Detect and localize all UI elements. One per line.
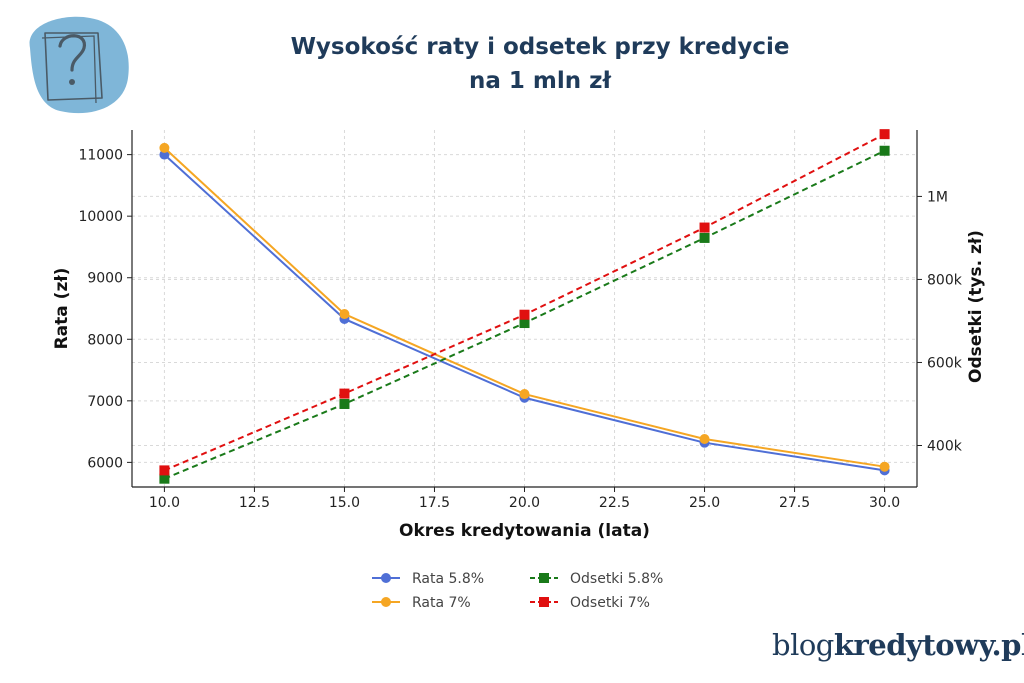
- series-3-point-0: [159, 465, 170, 476]
- series-2-point-3: [699, 232, 710, 243]
- x-axis-label: Okres kredytowania (lata): [399, 521, 650, 541]
- legend-marker-2: [539, 573, 549, 583]
- x-tick-label-5: 22.5: [599, 495, 630, 511]
- y2-tick-label-1: 600k: [927, 355, 963, 371]
- y2-tick-label-0: 400k: [927, 438, 963, 454]
- series-1-point-1: [339, 309, 350, 320]
- y2-tick-label-2: 800k: [927, 272, 963, 288]
- x-tick-label-1: 12.5: [239, 495, 270, 511]
- title-line-2: na 1 mln zł: [468, 68, 612, 94]
- legend-marker-1: [381, 597, 391, 607]
- series-2-point-2: [519, 318, 530, 329]
- y-tick-label-0: 6000: [87, 455, 123, 471]
- series-1-point-2: [519, 389, 530, 400]
- brand-logo: blogkredytowy.pl: [772, 628, 1024, 662]
- x-tick-label-0: 10.0: [149, 495, 180, 511]
- series-1-point-4: [879, 461, 890, 472]
- legend-marker-0: [381, 573, 391, 583]
- series-1-point-0: [159, 142, 170, 153]
- x-tick-label-2: 15.0: [329, 495, 360, 511]
- legend-label-0: Rata 5.8%: [412, 571, 484, 587]
- series-1-point-3: [699, 433, 710, 444]
- y-tick-label-4: 10000: [78, 209, 123, 225]
- series-3-point-1: [339, 388, 350, 399]
- legend-marker-3: [539, 597, 549, 607]
- series-2-point-4: [879, 145, 890, 156]
- y-tick-label-3: 9000: [87, 271, 123, 287]
- y-tick-label-2: 8000: [87, 332, 123, 348]
- y-tick-label-1: 7000: [87, 394, 123, 410]
- chart-title: Wysokość raty i odsetek przy kredycie na…: [230, 30, 850, 98]
- y-axis-label: Rata (zł): [52, 268, 72, 350]
- question-note-icon: [29, 16, 129, 114]
- x-tick-label-8: 30.0: [869, 495, 900, 511]
- x-tick-label-7: 27.5: [779, 495, 810, 511]
- brand-prefix: blog: [772, 628, 834, 662]
- x-tick-label-6: 25.0: [689, 495, 720, 511]
- legend-label-3: Odsetki 7%: [570, 595, 650, 611]
- y2-tick-label-3: 1M: [927, 189, 948, 205]
- legend-label-2: Odsetki 5.8%: [570, 571, 663, 587]
- series-3-point-4: [879, 129, 890, 140]
- series-2-point-1: [339, 398, 350, 409]
- legend-label-1: Rata 7%: [412, 595, 471, 611]
- y2-axis-label: Odsetki (tys. zł): [966, 230, 986, 383]
- series-2-point-0: [159, 473, 170, 484]
- x-tick-label-3: 17.5: [419, 495, 450, 511]
- brand-suffix: kredytowy.pl: [833, 628, 1024, 662]
- x-tick-label-4: 20.0: [509, 495, 540, 511]
- title-line-1: Wysokość raty i odsetek przy kredycie: [290, 34, 790, 60]
- series-3-point-3: [699, 222, 710, 233]
- series-3-point-2: [519, 309, 530, 320]
- y-tick-label-5: 11000: [78, 148, 123, 164]
